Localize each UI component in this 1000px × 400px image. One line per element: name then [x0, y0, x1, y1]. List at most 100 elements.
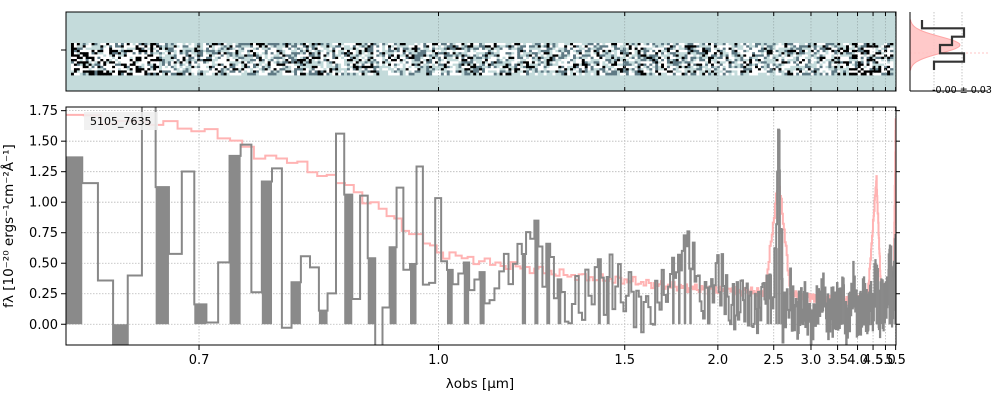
cell-70-4: [276, 52, 280, 55]
cell-25-12: [144, 70, 148, 74]
cell-82-11: [311, 68, 316, 71]
cell-107-6: [385, 56, 389, 60]
cell-182-2: [605, 47, 609, 51]
cell-26-7: [147, 59, 151, 62]
cell-17-4: [120, 52, 125, 55]
cell-184-10: [611, 65, 615, 69]
cell-242-2: [781, 47, 785, 51]
cell-258-6: [828, 56, 832, 60]
cell-98-5: [358, 54, 363, 58]
cell-180-8: [599, 61, 603, 64]
cell-193-1: [637, 45, 641, 48]
cell-167-9: [561, 63, 565, 67]
cell-71-5: [279, 54, 283, 58]
cell-233-13: [755, 72, 759, 76]
cell-29-5: [156, 54, 160, 58]
cell-42-4: [194, 52, 198, 55]
cell-223-11: [725, 68, 729, 71]
cell-168-10: [564, 65, 568, 69]
cell-125-9: [437, 63, 442, 67]
cell-246-8: [793, 61, 797, 64]
cell-135-4: [467, 52, 471, 55]
cell-167-2: [561, 47, 565, 51]
cell-66-5: [264, 54, 269, 58]
cell-51-10: [220, 65, 225, 69]
cell-90-0: [335, 43, 339, 46]
cell-262-2: [840, 47, 844, 51]
cell-203-4: [666, 52, 671, 55]
cell-42-9: [194, 63, 198, 67]
cell-163-1: [549, 45, 553, 48]
cell-38-2: [182, 47, 186, 51]
cell-133-5: [461, 54, 465, 58]
cell-243-2: [784, 47, 788, 51]
cell-100-13: [364, 72, 368, 76]
cell-204-6: [669, 56, 674, 60]
cell-69-1: [273, 45, 277, 48]
cell-145-7: [496, 59, 501, 62]
cell-108-6: [388, 56, 392, 60]
cell-171-3: [573, 49, 577, 53]
cell-154-4: [523, 52, 527, 55]
cell-9-7: [97, 59, 101, 62]
cell-162-13: [546, 72, 550, 76]
cell-58-1: [241, 45, 245, 48]
cell-180-1: [599, 45, 603, 48]
cell-48-6: [211, 56, 216, 60]
cell-150-9: [511, 63, 515, 67]
cell-198-7: [652, 59, 656, 62]
cell-3-11: [79, 68, 84, 71]
cell-82-7: [311, 59, 316, 62]
cell-58-8: [241, 61, 245, 64]
cell-39-11: [185, 68, 189, 71]
cell-254-11: [816, 68, 821, 71]
cell-113-4: [402, 52, 407, 55]
cell-58-6: [241, 56, 245, 60]
cell-99-12: [361, 70, 365, 74]
cell-80-5: [305, 54, 310, 58]
cell-83-5: [314, 54, 318, 58]
cell-166-0: [558, 43, 562, 46]
cell-232-9: [752, 63, 756, 67]
cell-24-10: [141, 65, 145, 69]
cell-59-0: [244, 43, 248, 46]
cell-279-7: [890, 59, 894, 62]
cell-72-7: [282, 59, 286, 62]
cell-194-0: [640, 43, 644, 46]
cell-166-11: [558, 68, 562, 71]
cell-88-9: [329, 63, 333, 67]
cell-245-8: [790, 61, 794, 64]
cell-214-9: [699, 63, 703, 67]
cell-131-11: [455, 68, 459, 71]
cell-71-9: [279, 63, 283, 67]
cell-248-2: [799, 47, 803, 51]
cell-127-3: [443, 49, 448, 53]
cell-24-8: [141, 61, 145, 64]
cell-65-12: [261, 70, 266, 74]
cell-212-5: [693, 54, 697, 58]
cell-34-10: [170, 65, 175, 69]
cell-143-0: [490, 43, 495, 46]
cell-147-3: [502, 49, 506, 53]
cell-21-0: [132, 43, 136, 46]
cell-28-3: [153, 49, 157, 53]
cell-31-0: [162, 43, 166, 46]
cell-107-9: [385, 63, 389, 67]
cell-125-10: [437, 65, 442, 69]
cell-138-9: [476, 63, 480, 67]
cell-91-1: [338, 45, 342, 48]
cell-232-4: [752, 52, 756, 55]
cell-198-10: [652, 65, 656, 69]
cell-229-0: [743, 43, 747, 46]
cell-161-7: [543, 59, 547, 62]
cell-136-4: [470, 52, 474, 55]
cell-220-11: [716, 68, 721, 71]
cell-4-3: [82, 49, 87, 53]
cell-217-6: [708, 56, 712, 60]
cell-256-6: [822, 56, 826, 60]
cell-174-11: [581, 68, 586, 71]
cell-262-7: [840, 59, 844, 62]
cell-14-10: [112, 65, 116, 69]
cell-91-8: [338, 61, 342, 64]
cell-272-5: [869, 54, 873, 58]
